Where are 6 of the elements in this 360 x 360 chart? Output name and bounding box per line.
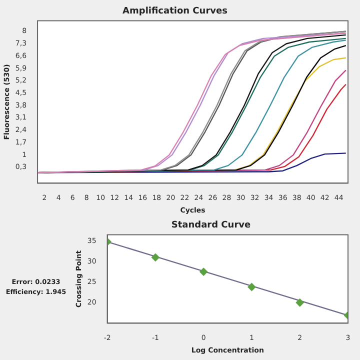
point: [200, 268, 208, 276]
point: [296, 298, 304, 307]
chart-title: Amplification Curves: [122, 6, 228, 17]
point: [248, 283, 256, 292]
point: [151, 253, 160, 262]
chart-title: Standard Curve: [171, 220, 251, 231]
